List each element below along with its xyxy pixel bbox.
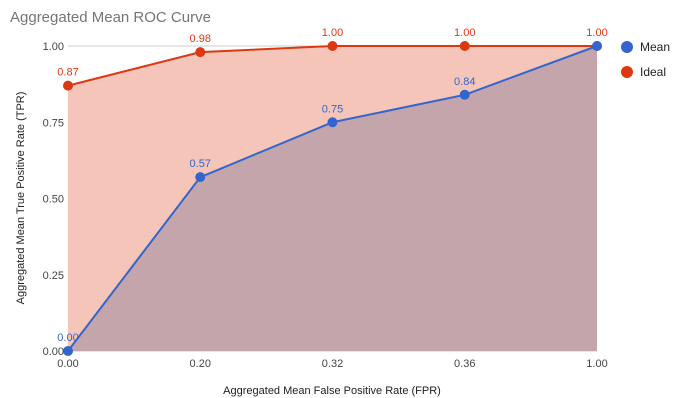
point-ideal (63, 80, 73, 91)
point-ideal (195, 47, 206, 58)
point-ideal (459, 41, 470, 51)
data-label-ideal: 0.98 (190, 33, 211, 45)
data-label-ideal: 1.00 (454, 27, 475, 39)
data-label-mean: 0.84 (454, 76, 475, 88)
y-tick-label: 1.00 (43, 41, 64, 53)
x-tick-label: 0.20 (190, 358, 211, 370)
data-label-ideal: 1.00 (322, 27, 343, 39)
legend-marker-mean (621, 41, 633, 53)
area-layer (68, 46, 597, 351)
data-label-layer: 0.87 0.98 1.00 1.00 1.00 0.00 0.57 0.75 0.84 (57, 27, 607, 344)
y-tick-label: 0.00 (43, 346, 64, 358)
point-mean (195, 172, 206, 183)
x-tick-label: 0.00 (57, 358, 78, 370)
x-axis-title: Aggregated Mean False Positive Rate (FPR… (223, 385, 441, 397)
point-mean (327, 117, 338, 128)
legend-marker-ideal (621, 66, 633, 78)
y-tick-label: 0.75 (43, 117, 64, 129)
x-tick-label: 1.00 (586, 358, 607, 370)
legend-label-mean: Mean (640, 40, 670, 54)
data-label-mean: 0.57 (190, 158, 211, 170)
point-ideal (327, 41, 338, 51)
legend: Mean Ideal (621, 40, 670, 79)
x-tick-label: 0.32 (322, 358, 343, 370)
point-layer (63, 41, 602, 356)
x-tick-label: 0.36 (454, 358, 475, 370)
legend-label-ideal: Ideal (640, 65, 666, 79)
y-tick-label: 0.25 (43, 270, 64, 282)
tick-layer: 0.00 0.25 0.50 0.75 1.00 0.00 0.20 0.32 0.36 1.00 (43, 41, 608, 370)
data-label-mean: 0.00 (57, 332, 78, 344)
y-tick-label: 0.50 (43, 194, 64, 206)
data-label-mean: 0.75 (322, 103, 343, 115)
data-label-ideal: 0.87 (57, 67, 78, 79)
area-mean (68, 46, 597, 351)
chart-title: Aggregated Mean ROC Curve (10, 9, 211, 26)
point-mean (459, 89, 470, 100)
data-label-ideal: 1.00 (586, 27, 607, 39)
point-mean (592, 41, 602, 51)
y-axis-title: Aggregated Mean True Positive Rate (TPR) (15, 92, 27, 305)
point-mean (63, 346, 73, 356)
